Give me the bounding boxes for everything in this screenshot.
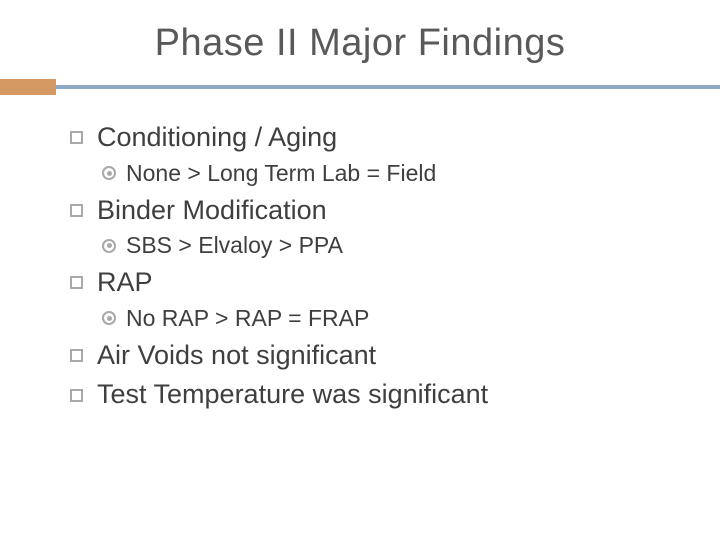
sub-bullet-text: None > Long Term Lab = Field	[126, 159, 436, 188]
circle-dot-bullet-icon	[102, 239, 116, 253]
slide-title: Phase II Major Findings	[0, 0, 720, 79]
bullet-text: Binder Modification	[97, 194, 327, 228]
bullet-item: Binder Modification SBS > Elvaloy > PPA	[70, 194, 690, 261]
sub-bullet-text: SBS > Elvaloy > PPA	[126, 231, 343, 260]
slide-body: Conditioning / Aging None > Long Term La…	[0, 121, 720, 412]
bullet-item: Test Temperature was significant	[70, 378, 690, 412]
sub-bullet-item: None > Long Term Lab = Field	[102, 159, 690, 188]
divider-accent	[0, 79, 56, 95]
sub-bullet-item: SBS > Elvaloy > PPA	[102, 231, 690, 260]
square-bullet-icon	[70, 131, 83, 144]
sub-bullet-text: No RAP > RAP = FRAP	[126, 304, 369, 333]
square-bullet-icon	[70, 349, 83, 362]
bullet-text: RAP	[97, 266, 153, 300]
bullet-item: Conditioning / Aging None > Long Term La…	[70, 121, 690, 188]
title-divider	[0, 79, 720, 97]
bullet-text: Conditioning / Aging	[97, 121, 337, 155]
circle-dot-bullet-icon	[102, 166, 116, 180]
sub-bullet-item: No RAP > RAP = FRAP	[102, 304, 690, 333]
divider-line	[0, 85, 720, 89]
square-bullet-icon	[70, 276, 83, 289]
bullet-item: Air Voids not significant	[70, 339, 690, 373]
square-bullet-icon	[70, 389, 83, 402]
bullet-item: RAP No RAP > RAP = FRAP	[70, 266, 690, 333]
bullet-text: Air Voids not significant	[97, 339, 376, 373]
square-bullet-icon	[70, 204, 83, 217]
bullet-text: Test Temperature was significant	[97, 378, 488, 412]
circle-dot-bullet-icon	[102, 311, 116, 325]
